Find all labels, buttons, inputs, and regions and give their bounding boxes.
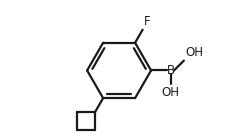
Text: F: F xyxy=(144,15,151,28)
Text: B: B xyxy=(166,64,175,77)
Text: OH: OH xyxy=(185,46,203,59)
Text: OH: OH xyxy=(162,86,180,99)
